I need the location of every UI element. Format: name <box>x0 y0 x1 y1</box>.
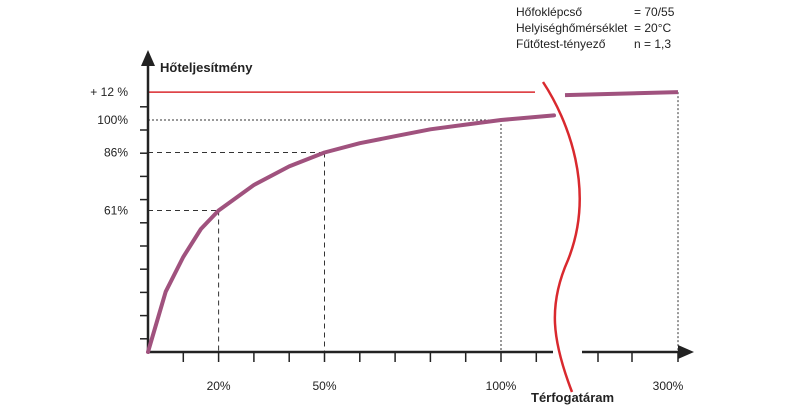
y-tick-label: 61% <box>104 203 128 217</box>
x-tick-label: 50% <box>312 379 336 393</box>
param-row-room-temperature: Helyiséghőmérséklet = 20°C <box>516 20 674 36</box>
axes <box>140 50 694 393</box>
parameter-legend: Hőfoklépcső = 70/55 Helyiséghőmérséklet … <box>516 4 674 52</box>
y-tick-label: + 12 % <box>90 85 128 99</box>
x-tick-label: 300% <box>653 379 684 393</box>
param-key: Helyiséghőmérséklet <box>516 21 628 35</box>
labels: 61% 86% 100% + 12 % 20% 50% 100% 300% Hőteljesít… <box>90 60 683 405</box>
y-tick-label: 86% <box>104 145 128 159</box>
x-axis-title: Térfogatáram <box>531 390 614 405</box>
param-value: = 70/55 <box>634 5 675 19</box>
heat-output-curve-right <box>564 90 679 98</box>
axis-break-mark <box>541 81 581 393</box>
x-axis-arrow <box>678 345 694 359</box>
x-tick-label: 20% <box>207 379 231 393</box>
heat-output-curve <box>146 113 556 354</box>
param-value: = 20°C <box>634 21 672 35</box>
y-axis-arrow <box>141 50 155 66</box>
param-row-radiator-exponent: Fűtőtest-tényező n = 1,3 <box>516 36 674 52</box>
param-row-temperature-drop: Hőfoklépcső = 70/55 <box>516 4 674 20</box>
param-key: Hőfoklépcső <box>516 5 583 19</box>
y-axis-title: Hőteljesítmény <box>160 60 253 75</box>
x-tick-label: 100% <box>486 379 517 393</box>
param-key: Fűtőtest-tényező <box>516 37 606 51</box>
y-tick-label: 100% <box>97 113 128 127</box>
param-value: n = 1,3 <box>634 37 672 51</box>
curve-layer <box>146 90 679 354</box>
guide-lines <box>148 91 679 352</box>
